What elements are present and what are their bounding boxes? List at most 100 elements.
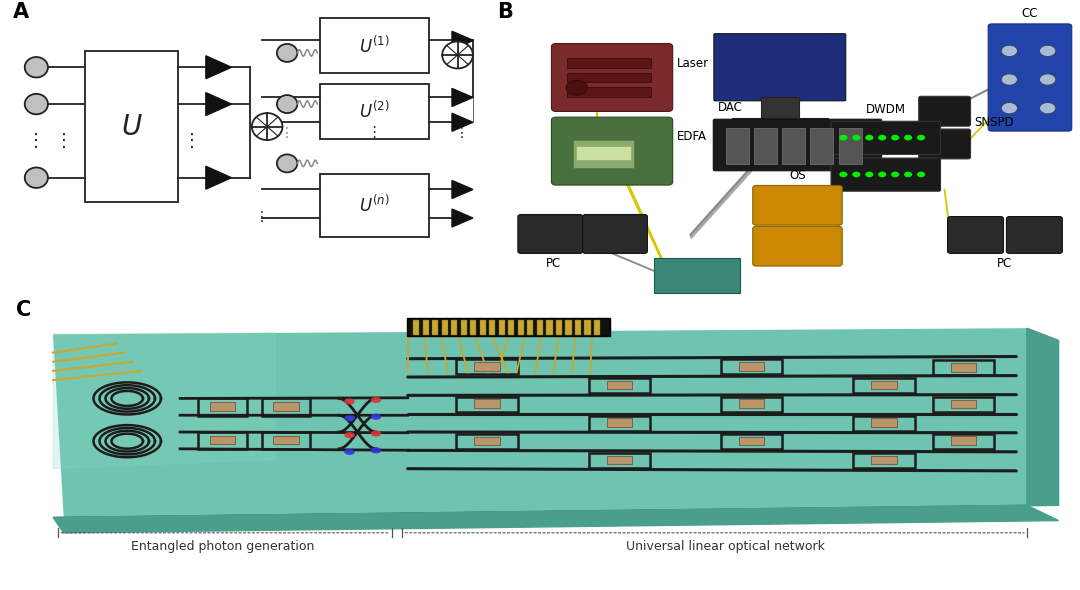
Circle shape [25, 168, 48, 188]
Text: Entangled photon generation: Entangled photon generation [131, 540, 314, 553]
Circle shape [345, 415, 355, 421]
FancyBboxPatch shape [872, 381, 896, 389]
FancyBboxPatch shape [499, 320, 505, 335]
FancyBboxPatch shape [552, 117, 673, 185]
FancyBboxPatch shape [474, 399, 500, 408]
FancyBboxPatch shape [489, 320, 496, 335]
Circle shape [865, 172, 874, 178]
FancyBboxPatch shape [607, 418, 632, 427]
FancyBboxPatch shape [839, 128, 862, 164]
FancyBboxPatch shape [537, 320, 543, 335]
Text: ⋮: ⋮ [455, 126, 469, 140]
FancyBboxPatch shape [432, 320, 438, 335]
Circle shape [839, 172, 848, 178]
Circle shape [1039, 74, 1056, 86]
Text: PC: PC [545, 257, 561, 270]
FancyBboxPatch shape [950, 399, 976, 408]
Circle shape [370, 431, 381, 437]
Circle shape [252, 113, 283, 140]
FancyBboxPatch shape [582, 215, 647, 253]
Text: A: A [13, 2, 29, 22]
Circle shape [917, 172, 926, 178]
FancyBboxPatch shape [85, 51, 178, 202]
FancyBboxPatch shape [320, 18, 429, 73]
FancyBboxPatch shape [919, 96, 971, 126]
Text: Laser: Laser [677, 57, 708, 70]
Circle shape [891, 172, 900, 178]
FancyBboxPatch shape [442, 320, 448, 335]
FancyBboxPatch shape [474, 437, 500, 445]
FancyBboxPatch shape [517, 320, 524, 335]
FancyBboxPatch shape [509, 320, 514, 335]
Circle shape [878, 172, 887, 178]
FancyBboxPatch shape [919, 129, 971, 159]
FancyBboxPatch shape [584, 320, 591, 335]
Circle shape [1039, 45, 1056, 57]
Circle shape [370, 447, 381, 453]
Circle shape [370, 414, 381, 420]
Circle shape [442, 41, 473, 68]
FancyBboxPatch shape [739, 362, 765, 371]
Text: OS: OS [789, 169, 806, 182]
Polygon shape [53, 505, 1058, 517]
Text: ⋮: ⋮ [183, 132, 201, 150]
FancyBboxPatch shape [210, 402, 235, 411]
FancyBboxPatch shape [210, 435, 235, 444]
Text: ⋮: ⋮ [280, 126, 294, 140]
Text: $U$: $U$ [121, 113, 143, 140]
Text: ⋮: ⋮ [366, 125, 381, 140]
FancyBboxPatch shape [947, 217, 1003, 253]
FancyBboxPatch shape [575, 320, 581, 335]
Text: EDFA: EDFA [677, 130, 706, 143]
FancyBboxPatch shape [872, 455, 896, 464]
FancyBboxPatch shape [320, 84, 429, 139]
Circle shape [345, 432, 355, 438]
FancyBboxPatch shape [654, 258, 741, 293]
Polygon shape [206, 56, 231, 78]
Polygon shape [53, 505, 1058, 533]
Text: CC: CC [1022, 7, 1038, 20]
FancyBboxPatch shape [422, 320, 429, 335]
Polygon shape [53, 328, 1058, 517]
Circle shape [891, 135, 900, 140]
Circle shape [276, 95, 297, 113]
Circle shape [904, 135, 913, 140]
Text: B: B [497, 2, 513, 22]
FancyBboxPatch shape [273, 435, 299, 444]
FancyBboxPatch shape [950, 363, 976, 372]
FancyBboxPatch shape [567, 73, 651, 83]
Polygon shape [451, 31, 473, 49]
Polygon shape [206, 93, 231, 116]
FancyBboxPatch shape [753, 227, 842, 266]
FancyBboxPatch shape [714, 34, 846, 101]
Circle shape [1001, 74, 1017, 86]
Text: DWDM: DWDM [866, 103, 906, 116]
FancyBboxPatch shape [461, 320, 467, 335]
FancyBboxPatch shape [567, 87, 651, 97]
FancyBboxPatch shape [831, 122, 941, 155]
Circle shape [566, 80, 588, 95]
Polygon shape [53, 333, 275, 468]
Text: Universal linear optical network: Universal linear optical network [625, 540, 825, 553]
Polygon shape [451, 209, 473, 227]
Circle shape [276, 44, 297, 62]
Circle shape [276, 155, 297, 172]
Circle shape [345, 398, 355, 405]
Circle shape [1001, 103, 1017, 114]
FancyBboxPatch shape [413, 320, 419, 335]
FancyBboxPatch shape [470, 320, 476, 335]
FancyBboxPatch shape [739, 437, 765, 445]
Circle shape [904, 172, 913, 178]
Circle shape [852, 135, 861, 140]
Circle shape [852, 172, 861, 178]
Text: ⋮: ⋮ [255, 209, 269, 224]
FancyBboxPatch shape [451, 320, 457, 335]
FancyBboxPatch shape [988, 24, 1071, 131]
Text: $U^{(2)}$: $U^{(2)}$ [359, 101, 390, 122]
Text: $U^{(1)}$: $U^{(1)}$ [359, 35, 390, 57]
FancyBboxPatch shape [527, 320, 534, 335]
Polygon shape [206, 166, 231, 189]
FancyBboxPatch shape [782, 128, 805, 164]
FancyBboxPatch shape [731, 117, 828, 127]
FancyBboxPatch shape [739, 399, 765, 408]
